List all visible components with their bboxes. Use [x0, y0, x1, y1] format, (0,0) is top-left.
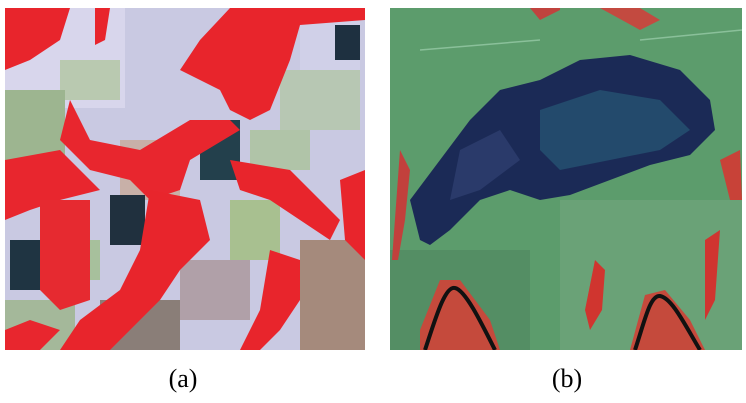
- caption: (a): [169, 364, 198, 393]
- image-a: [5, 8, 365, 350]
- caption: (b): [552, 364, 582, 393]
- image-b: [390, 8, 742, 350]
